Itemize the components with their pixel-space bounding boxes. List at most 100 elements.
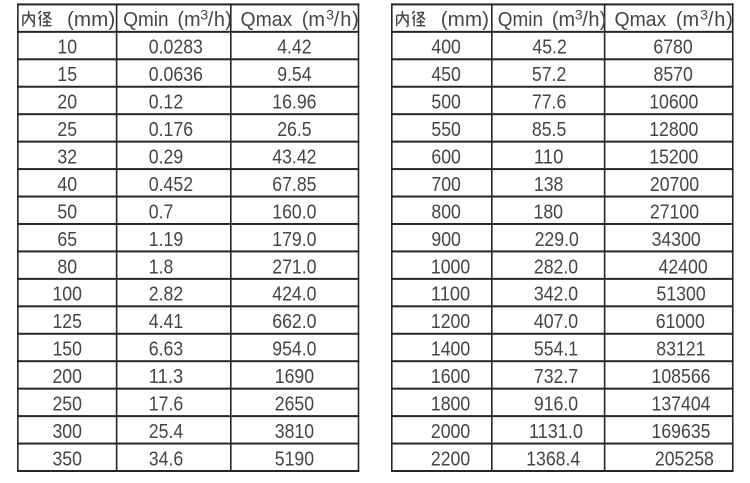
svg-text:12800: 12800 [649,119,698,141]
svg-text:916.0: 916.0 [534,393,578,415]
svg-text:50: 50 [57,201,77,223]
svg-text:26.5: 26.5 [277,119,311,141]
svg-text:(m: (m [676,9,699,31]
svg-text:6780: 6780 [653,37,692,59]
svg-text:800: 800 [431,201,460,223]
svg-text:3: 3 [326,8,334,24]
svg-text:/h): /h) [334,9,360,31]
svg-text:45.2: 45.2 [532,37,566,59]
svg-text:Qmin: Qmin [123,9,168,31]
svg-text:11.3: 11.3 [149,366,183,388]
svg-text:662.0: 662.0 [272,311,316,333]
svg-text:9.54: 9.54 [277,64,311,86]
svg-text:160.0: 160.0 [272,201,316,223]
svg-text:138: 138 [534,174,563,196]
svg-text:1100: 1100 [431,284,470,306]
svg-text:1690: 1690 [275,366,314,388]
svg-text:10: 10 [57,37,77,59]
svg-text:42400: 42400 [659,256,708,278]
svg-text:2.82: 2.82 [149,284,183,306]
svg-text:125: 125 [52,311,81,333]
svg-text:Qmax: Qmax [241,9,293,31]
svg-text:77.6: 77.6 [532,92,566,114]
svg-text:108566: 108566 [652,366,711,388]
svg-text:(mm): (mm) [441,9,489,31]
svg-text:25: 25 [57,119,77,141]
svg-text:17.6: 17.6 [149,393,183,415]
svg-text:8570: 8570 [654,64,693,86]
svg-text:/h): /h) [208,9,232,31]
svg-text:61000: 61000 [656,311,705,333]
svg-text:16.96: 16.96 [272,92,316,114]
svg-text:2650: 2650 [275,393,314,415]
svg-text:110: 110 [534,146,563,168]
svg-text:200: 200 [52,366,81,388]
svg-text:282.0: 282.0 [534,256,578,278]
svg-text:1600: 1600 [431,366,470,388]
svg-text:20: 20 [57,92,77,114]
svg-text:15200: 15200 [649,146,698,168]
svg-text:85.5: 85.5 [532,119,566,141]
svg-text:80: 80 [57,256,77,278]
svg-text:67.85: 67.85 [272,174,316,196]
svg-text:732.7: 732.7 [534,366,578,388]
svg-text:4.41: 4.41 [149,311,183,333]
svg-text:424.0: 424.0 [272,284,316,306]
svg-text:3: 3 [700,8,708,24]
svg-text:100: 100 [52,284,81,306]
svg-text:/h): /h) [708,9,734,31]
svg-text:0.12: 0.12 [149,92,183,114]
svg-text:229.0: 229.0 [535,229,579,251]
svg-text:51300: 51300 [657,284,706,306]
svg-text:25.4: 25.4 [149,421,183,443]
svg-text:150: 150 [52,339,81,361]
svg-text:554.1: 554.1 [534,339,578,361]
svg-text:954.0: 954.0 [272,339,316,361]
svg-text:(m: (m [552,9,575,31]
svg-text:3: 3 [200,8,208,24]
svg-text:407.0: 407.0 [534,311,578,333]
svg-text:0.29: 0.29 [149,146,183,168]
svg-text:3810: 3810 [275,421,314,443]
svg-text:1000: 1000 [431,256,470,278]
svg-text:205258: 205258 [655,448,714,470]
svg-text:550: 550 [431,119,460,141]
svg-text:34300: 34300 [652,229,701,251]
svg-text:0.0283: 0.0283 [149,37,203,59]
svg-text:169635: 169635 [652,421,711,443]
svg-text:(m: (m [302,9,325,31]
svg-text:Qmax: Qmax [615,9,667,31]
svg-text:0.7: 0.7 [149,201,174,223]
svg-text:10600: 10600 [649,92,698,114]
svg-text:(mm): (mm) [67,9,115,31]
svg-text:Qmin: Qmin [498,9,543,31]
svg-text:900: 900 [431,229,460,251]
svg-text:600: 600 [431,146,460,168]
svg-text:43.42: 43.42 [272,146,316,168]
svg-text:342.0: 342.0 [534,284,578,306]
svg-text:137404: 137404 [652,393,711,415]
svg-text:20700: 20700 [650,174,699,196]
svg-text:57.2: 57.2 [532,64,566,86]
svg-text:180: 180 [534,201,563,223]
svg-text:34.6: 34.6 [149,448,183,470]
svg-text:0.0636: 0.0636 [149,64,203,86]
svg-text:1.19: 1.19 [149,229,183,251]
svg-text:700: 700 [431,174,460,196]
svg-text:350: 350 [52,448,81,470]
svg-text:500: 500 [431,92,460,114]
svg-text:32: 32 [57,146,77,168]
svg-text:300: 300 [52,421,81,443]
svg-text:271.0: 271.0 [272,256,316,278]
svg-text:2200: 2200 [431,448,470,470]
svg-text:/h): /h) [582,9,606,31]
svg-text:27100: 27100 [650,201,699,223]
svg-text:(m: (m [177,9,200,31]
svg-text:15: 15 [57,64,77,86]
svg-text:40: 40 [57,174,77,196]
svg-text:2000: 2000 [431,421,470,443]
svg-text:4.42: 4.42 [277,37,311,59]
svg-text:1800: 1800 [431,393,470,415]
svg-text:179.0: 179.0 [272,229,316,251]
svg-text:5190: 5190 [275,448,314,470]
